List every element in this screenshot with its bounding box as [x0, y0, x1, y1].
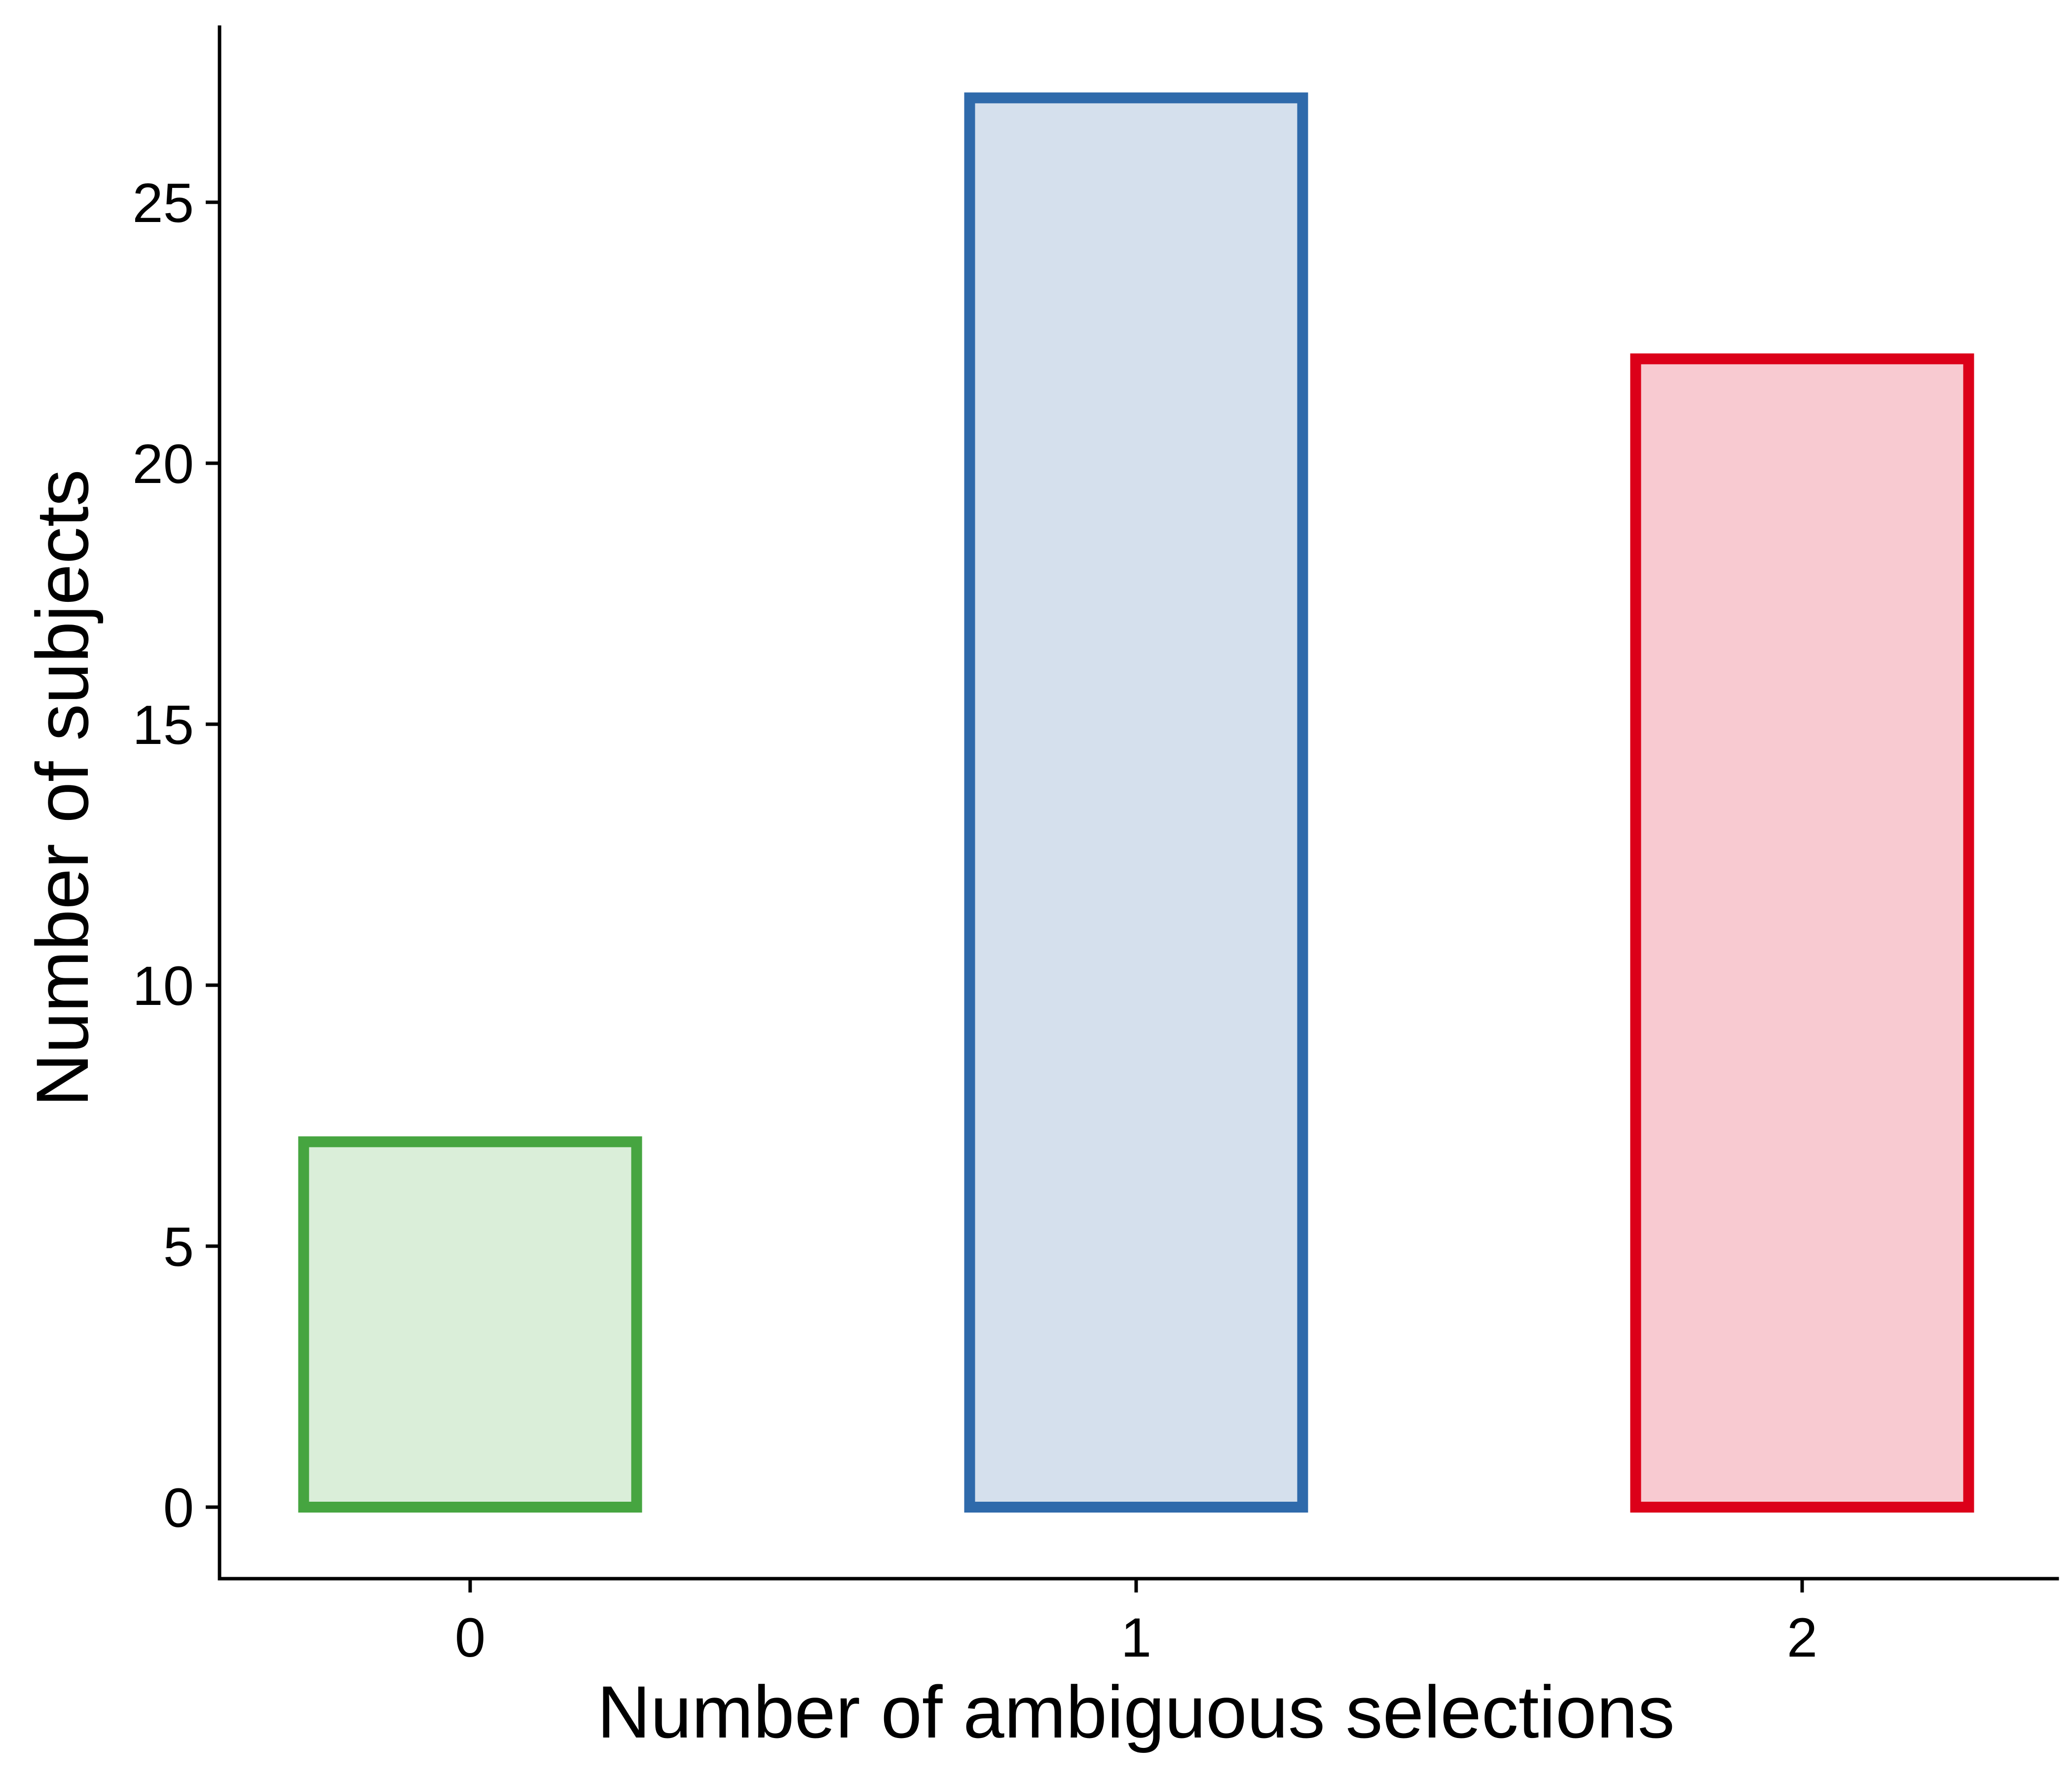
x-ticks: 0 1 2: [455, 1579, 1817, 1668]
x-tick-label: 1: [1121, 1607, 1151, 1668]
y-tick-label: 20: [132, 433, 194, 495]
y-tick-label: 15: [132, 694, 194, 756]
x-tick-label: 0: [455, 1607, 485, 1668]
axes-layer: [218, 25, 2059, 1581]
x-tick-label: 2: [1787, 1607, 1817, 1668]
bars-layer: [298, 92, 1974, 1513]
bar-category-0: [298, 1136, 642, 1513]
y-axis-title: Number of subjects: [21, 469, 104, 1107]
y-tick-label: 5: [163, 1216, 194, 1278]
x-axis-title: Number of ambiguous selections: [597, 1670, 1674, 1753]
bar-category-1: [964, 92, 1308, 1513]
y-tick-label: 25: [132, 172, 194, 234]
y-tick-label: 0: [163, 1477, 194, 1539]
y-tick-label: 10: [132, 955, 194, 1017]
bar-category-2: [1630, 353, 1974, 1513]
y-ticks: 0 5 10 15 20 25: [132, 172, 220, 1539]
